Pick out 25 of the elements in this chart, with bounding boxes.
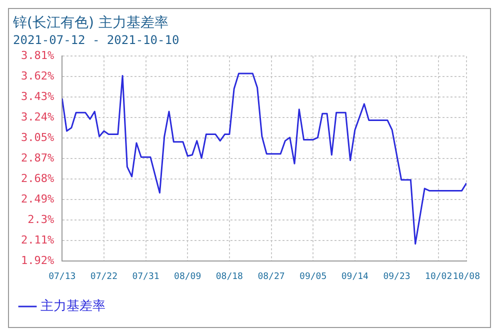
x-tick-label: 08/27 <box>258 272 285 282</box>
x-tick-label: 09/14 <box>341 272 368 282</box>
chart-subtitle: 2021-07-12 - 2021-10-10 <box>13 33 180 48</box>
x-tick-label: 09/23 <box>383 272 410 282</box>
x-tick-label: 10/08 <box>452 272 480 282</box>
y-tick-label: 2.68% <box>20 172 54 186</box>
y-tick-label: 1.92% <box>20 254 54 268</box>
y-tick-label: 3.62% <box>20 70 54 83</box>
y-tick-label: 2.11% <box>20 234 54 247</box>
x-tick-label: 07/13 <box>48 272 76 282</box>
x-tick-label: 10/02 <box>425 272 452 282</box>
y-tick-label: 3.43% <box>20 90 54 104</box>
y-tick-label: 3.24% <box>20 110 54 124</box>
y-tick-label: 2.49% <box>20 192 54 206</box>
y-tick-label: 3.81% <box>20 49 54 62</box>
y-tick-label: 2.3% <box>28 213 54 226</box>
x-tick-label: 08/09 <box>174 272 202 282</box>
chart-title: 锌(长江有色) 主力基差率 <box>12 15 168 32</box>
x-tick-label: 07/31 <box>132 272 160 282</box>
x-tick-label: 09/05 <box>300 272 327 282</box>
x-tick-label: 08/18 <box>216 272 243 282</box>
legend-label: 主力基差率 <box>40 298 106 314</box>
x-tick-label: 07/22 <box>90 272 118 282</box>
y-tick-label: 2.87% <box>20 152 54 165</box>
y-tick-label: 3.05% <box>20 131 54 144</box>
